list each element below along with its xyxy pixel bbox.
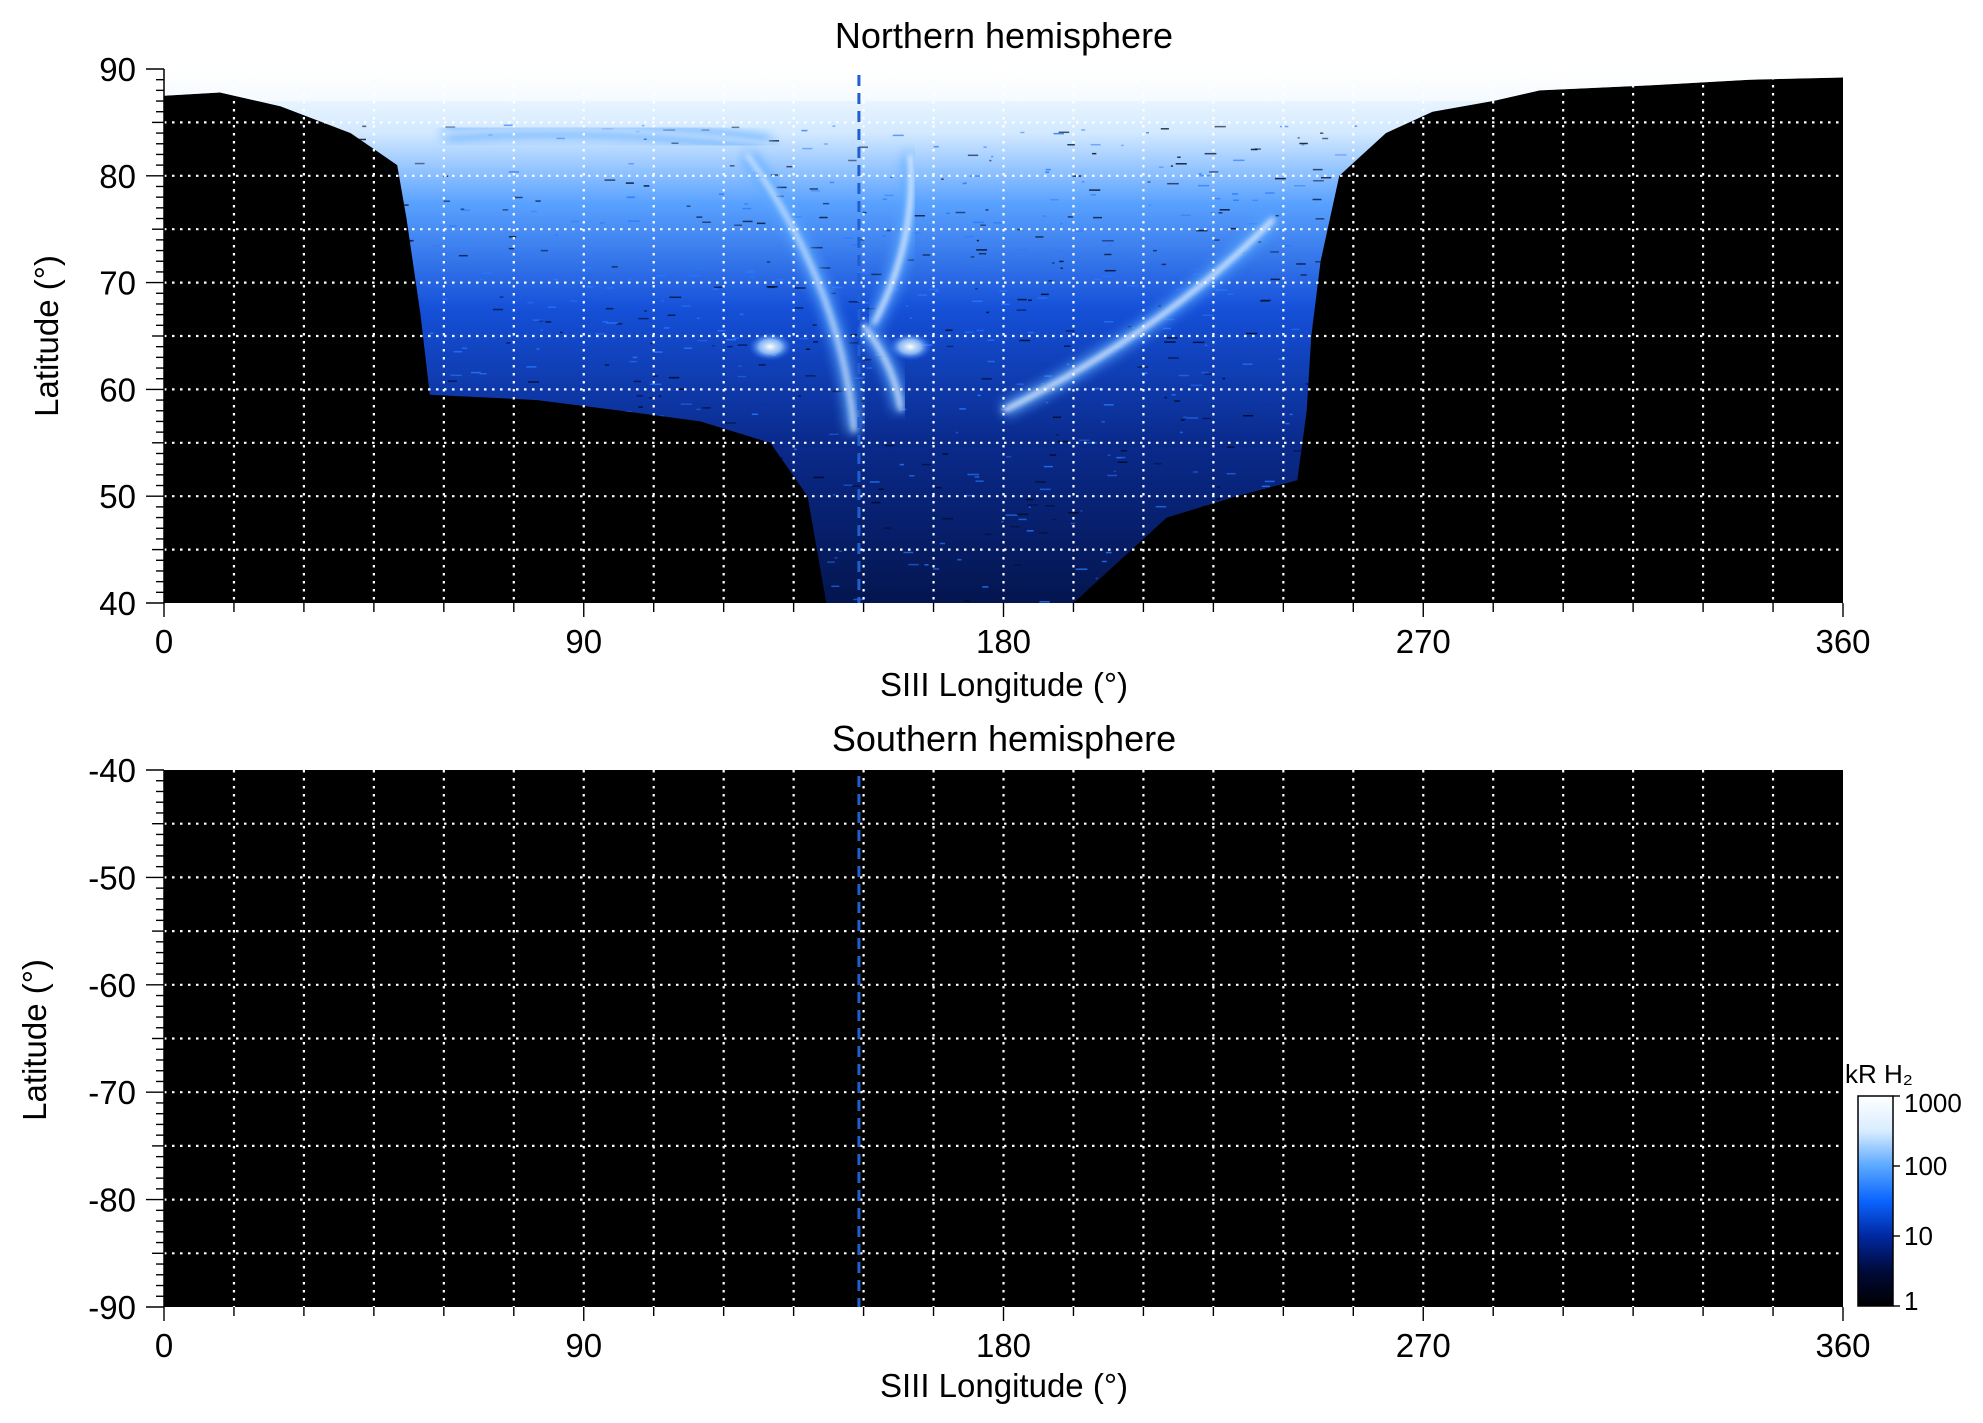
y-tick-label: 40 [99,585,136,622]
y-tick-label: -70 [88,1074,136,1111]
south-title: Southern hemisphere [832,718,1176,759]
y-tick-label: -80 [88,1182,136,1219]
y-tick-label: 70 [99,265,136,302]
y-tick-label: 80 [99,158,136,195]
x-tick-label: 90 [565,1327,602,1364]
colorbar-tick-label: 10 [1904,1221,1933,1251]
observed-emission-area [164,69,1843,603]
colorbar-tick-label: 1000 [1904,1088,1962,1118]
y-tick-label: 60 [99,371,136,408]
y-tick-label: 50 [99,478,136,515]
north-grid [164,69,1843,603]
auroral-arc [861,324,903,412]
x-tick-label: 270 [1396,1327,1451,1364]
south-xlabel: SIII Longitude (°) [880,1367,1128,1404]
auroral-arc [745,153,857,433]
y-tick-label: -60 [88,967,136,1004]
x-tick-label: 90 [565,623,602,660]
x-tick-label: 360 [1815,623,1870,660]
north-ylabel: Latitude (°) [28,255,65,417]
colorbar-ticks: 1 10 100 1000 [1893,1088,1962,1316]
south-axes: -40 -50 -60 -70 -80 -90 0 90 180 270 360 [88,752,1870,1364]
north-title: Northern hemisphere [835,15,1173,56]
x-tick-label: 270 [1396,623,1451,660]
x-tick-label: 0 [155,1327,173,1364]
y-tick-label: 90 [99,51,136,88]
x-tick-label: 180 [976,1327,1031,1364]
colorbar-gradient [1857,1095,1894,1307]
auroral-bright-spot [748,332,793,361]
north-axes: 40 50 60 70 80 90 0 90 180 270 360 [99,51,1870,660]
auroral-arc [443,127,771,146]
north-xlabel: SIII Longitude (°) [880,666,1128,703]
south-ylabel: Latitude (°) [16,959,53,1121]
x-tick-label: 360 [1815,1327,1870,1364]
auroral-arc [871,154,914,327]
north-panel: Northern hemisphere 40 50 60 70 80 90 0 90 180 27… [28,15,1871,703]
south-panel: Southern hemisphere -40 -50 -60 -70 -80 -90 0 9… [16,718,1871,1404]
colorbar-tick-label: 1 [1904,1286,1918,1316]
auroral-bright-spot [888,332,933,361]
x-tick-label: 180 [976,623,1031,660]
y-tick-label: -40 [88,752,136,789]
y-tick-label: -90 [88,1289,136,1326]
colorbar-label: kR H₂ [1845,1059,1913,1089]
y-tick-label: -50 [88,859,136,896]
colorbar-tick-label: 100 [1904,1151,1947,1181]
south-grid [164,770,1843,1307]
x-tick-label: 0 [155,623,173,660]
colorbar: kR H₂ 1 10 100 1000 [1845,1059,1962,1316]
